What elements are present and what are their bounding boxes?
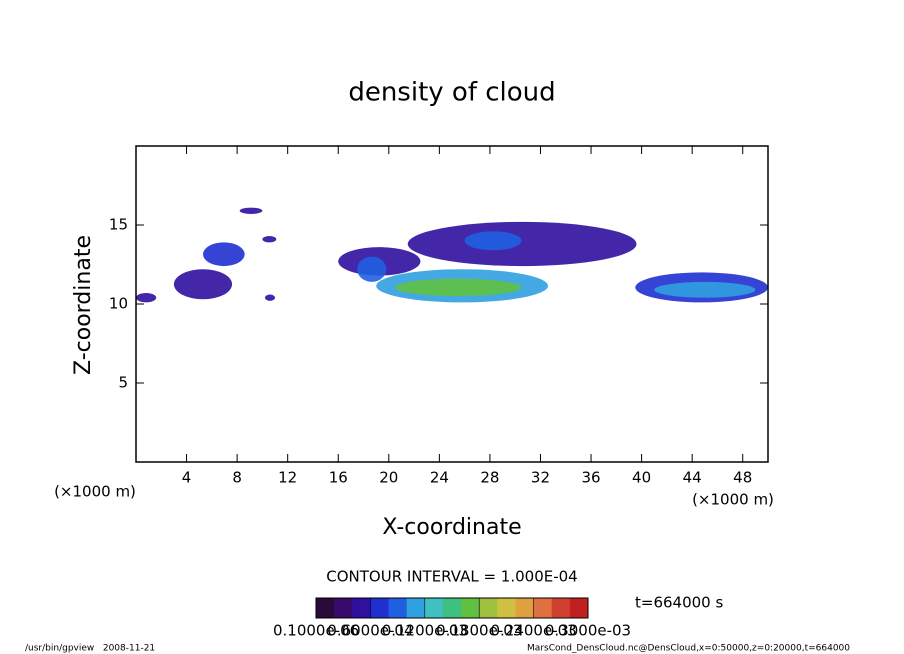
colorbar-swatch [406, 598, 426, 618]
cloud-region [136, 292, 157, 303]
colorbar-label: 0.3000e-03 [545, 622, 631, 640]
colorbar-swatch [316, 598, 335, 618]
x-tick-label: 32 [531, 469, 550, 487]
x-tick-label: 8 [232, 469, 242, 487]
x-tick-label: 20 [379, 469, 398, 487]
cloud-region [654, 281, 756, 298]
colorbar-swatch [334, 598, 353, 618]
plot-frame [135, 145, 769, 463]
x-tick-label: 16 [329, 469, 348, 487]
cloud-region [239, 207, 263, 214]
x-tick-label: 4 [182, 469, 192, 487]
time-label: t=664000 s [635, 594, 723, 612]
cloud-region [464, 231, 522, 251]
y-tick-label: 15 [109, 216, 128, 234]
colorbar-label: 0.6000e-04 [327, 622, 413, 640]
cloud-region [202, 242, 245, 267]
x-tick-label: 12 [278, 469, 297, 487]
colorbar-swatch [515, 598, 535, 618]
contour-interval: CONTOUR INTERVAL = 1.000E-04 [326, 568, 577, 586]
colorbar-swatch [479, 598, 498, 618]
y-axis-label: Z-coordinate [71, 235, 96, 375]
x-axis-label: X-coordinate [382, 515, 521, 540]
colorbar-swatch [461, 598, 480, 618]
colorbar-swatch [352, 598, 371, 618]
x-tick-label: 40 [632, 469, 651, 487]
cloud-region [264, 294, 276, 301]
footer-left: /usr/bin/gpview 2008-11-21 [25, 644, 155, 654]
y-unit: (×1000 m) [54, 483, 136, 501]
chart-title: density of cloud [348, 78, 555, 108]
x-tick-label: 44 [683, 469, 702, 487]
cloud-region [357, 256, 387, 282]
x-tick-label: 48 [733, 469, 752, 487]
cloud-region [407, 221, 637, 267]
x-tick-label: 36 [581, 469, 600, 487]
colorbar-label: 0.1200e-03 [382, 622, 468, 640]
colorbar-label: 0.2400e-03 [490, 622, 576, 640]
cloud-region [395, 278, 522, 297]
colorbar-swatch [569, 598, 589, 618]
footer-right: MarsCond_DensCloud.nc@DensCloud,x=0:5000… [527, 644, 850, 654]
x-tick-label: 28 [480, 469, 499, 487]
colorbar-swatch [533, 598, 553, 618]
x-tick-label: 24 [430, 469, 449, 487]
colorbar-swatch [551, 598, 571, 618]
colorbar-swatch [442, 598, 462, 618]
colorbar-swatch [388, 598, 408, 618]
colorbar-swatch [424, 598, 444, 618]
y-tick-label: 5 [118, 374, 128, 392]
colorbar-swatch [497, 598, 516, 618]
cloud-region [262, 236, 277, 243]
x-unit: (×1000 m) [692, 491, 774, 509]
colorbar-label: 0.1000e-06 [273, 622, 359, 640]
y-tick-label: 10 [109, 295, 128, 313]
colorbar-swatch [370, 598, 390, 618]
cloud-region [173, 269, 233, 300]
colorbar-label: 0.1800e-03 [436, 622, 522, 640]
